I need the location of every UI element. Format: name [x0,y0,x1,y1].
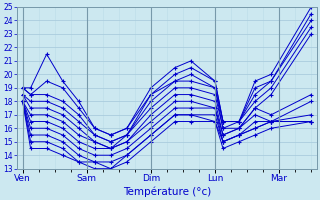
X-axis label: Température (°c): Température (°c) [123,186,211,197]
